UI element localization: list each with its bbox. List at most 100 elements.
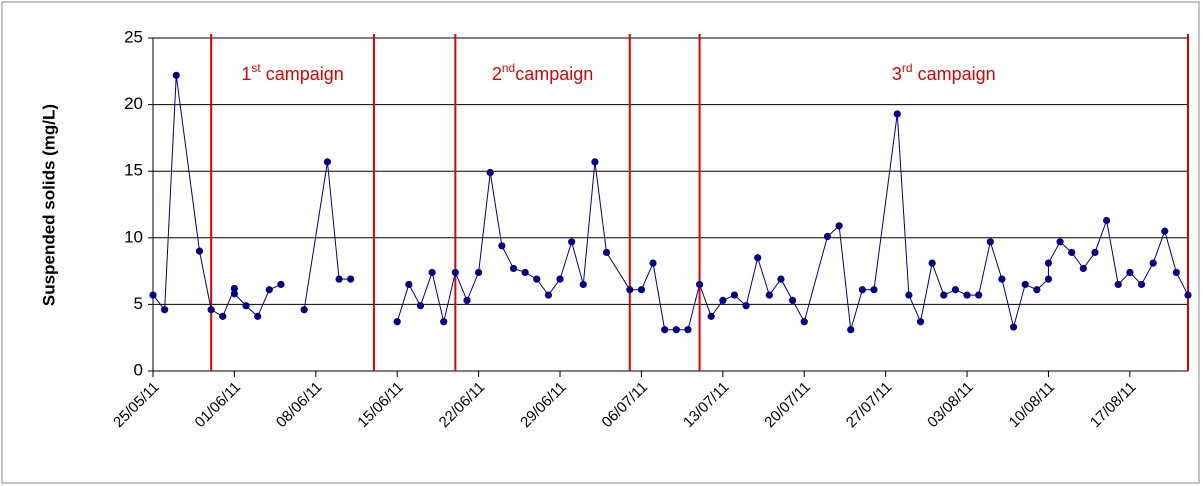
data-point bbox=[835, 222, 843, 230]
data-point bbox=[1149, 259, 1157, 267]
y-axis-label: Suspended solids (mg/L) bbox=[39, 104, 58, 306]
campaign-superscript: st bbox=[251, 61, 261, 75]
data-point bbox=[1126, 268, 1134, 277]
data-point bbox=[323, 158, 332, 166]
data-point bbox=[695, 280, 704, 289]
data-point bbox=[591, 158, 599, 166]
data-point bbox=[1137, 280, 1146, 289]
data-point bbox=[707, 312, 715, 320]
data-point bbox=[1102, 216, 1111, 225]
y-tick-label: 10 bbox=[124, 227, 143, 246]
data-point bbox=[742, 302, 750, 310]
campaign-text: campaign bbox=[261, 64, 344, 84]
data-point bbox=[265, 286, 273, 294]
campaign-text: campaign bbox=[913, 64, 996, 84]
data-point bbox=[870, 286, 878, 294]
data-point bbox=[672, 326, 680, 334]
data-point bbox=[440, 318, 448, 326]
data-point bbox=[905, 291, 913, 299]
data-point bbox=[544, 291, 552, 299]
y-tick-label: 15 bbox=[124, 161, 143, 180]
data-point bbox=[916, 318, 925, 326]
y-tick-label: 0 bbox=[134, 360, 143, 379]
campaign-superscript: nd bbox=[502, 61, 515, 75]
data-point bbox=[498, 242, 506, 250]
data-point bbox=[661, 326, 669, 334]
data-point bbox=[149, 291, 157, 299]
y-tick-label: 20 bbox=[124, 94, 143, 113]
data-point bbox=[1114, 280, 1122, 289]
data-point bbox=[823, 232, 832, 241]
data-point bbox=[986, 238, 994, 246]
data-point bbox=[475, 268, 483, 277]
data-point bbox=[1172, 268, 1180, 277]
data-point bbox=[777, 275, 785, 283]
data-point bbox=[230, 290, 239, 298]
data-point bbox=[800, 318, 808, 326]
data-point bbox=[951, 286, 960, 294]
data-point bbox=[1021, 280, 1029, 289]
data-point bbox=[172, 71, 180, 79]
data-point bbox=[928, 259, 936, 267]
data-point bbox=[637, 286, 646, 294]
data-point bbox=[242, 302, 250, 310]
data-point bbox=[521, 268, 529, 277]
data-point bbox=[1079, 264, 1087, 273]
data-point bbox=[893, 110, 901, 118]
data-point bbox=[219, 312, 227, 320]
data-point bbox=[730, 291, 739, 299]
data-point bbox=[1161, 227, 1169, 235]
data-point bbox=[393, 318, 401, 326]
data-point bbox=[1044, 275, 1053, 283]
data-point bbox=[568, 238, 576, 246]
data-point bbox=[1091, 248, 1099, 257]
data-point bbox=[649, 259, 657, 267]
data-point bbox=[719, 296, 727, 305]
data-point bbox=[998, 275, 1006, 283]
data-point bbox=[1044, 259, 1053, 267]
data-point bbox=[207, 306, 215, 314]
data-point bbox=[428, 268, 436, 277]
data-point bbox=[789, 296, 797, 305]
campaign-number: 3 bbox=[892, 64, 902, 84]
data-point bbox=[405, 280, 413, 289]
data-point bbox=[347, 275, 355, 283]
data-point bbox=[858, 286, 866, 294]
campaign-label: 1st campaign bbox=[241, 61, 343, 84]
campaign-number: 2 bbox=[492, 64, 502, 84]
data-point bbox=[1009, 323, 1018, 331]
data-point bbox=[1056, 238, 1064, 246]
data-point bbox=[335, 275, 343, 283]
data-point bbox=[254, 312, 262, 320]
data-point bbox=[602, 248, 611, 257]
data-point bbox=[509, 264, 518, 273]
data-point bbox=[754, 254, 762, 262]
data-point bbox=[963, 291, 971, 299]
data-point bbox=[195, 247, 204, 255]
y-tick-label: 5 bbox=[134, 294, 143, 313]
data-point bbox=[486, 168, 494, 177]
data-point bbox=[277, 280, 285, 289]
data-point bbox=[579, 280, 587, 289]
data-point bbox=[1184, 291, 1192, 299]
y-tick-label: 25 bbox=[124, 27, 143, 46]
data-point bbox=[463, 296, 471, 305]
data-point bbox=[847, 326, 855, 334]
data-point bbox=[556, 275, 564, 283]
data-point bbox=[684, 326, 692, 334]
data-point bbox=[1068, 248, 1076, 257]
data-point bbox=[300, 306, 308, 314]
data-point bbox=[626, 286, 634, 294]
data-point bbox=[161, 306, 169, 314]
data-point bbox=[765, 291, 773, 299]
data-point bbox=[230, 284, 239, 293]
campaign-number: 1 bbox=[241, 64, 251, 84]
data-point bbox=[533, 275, 541, 283]
campaign-label: 2ndcampaign bbox=[492, 61, 593, 84]
data-point bbox=[451, 268, 459, 277]
data-point bbox=[940, 291, 948, 299]
data-point bbox=[975, 291, 983, 299]
campaign-label: 3rd campaign bbox=[892, 61, 996, 84]
